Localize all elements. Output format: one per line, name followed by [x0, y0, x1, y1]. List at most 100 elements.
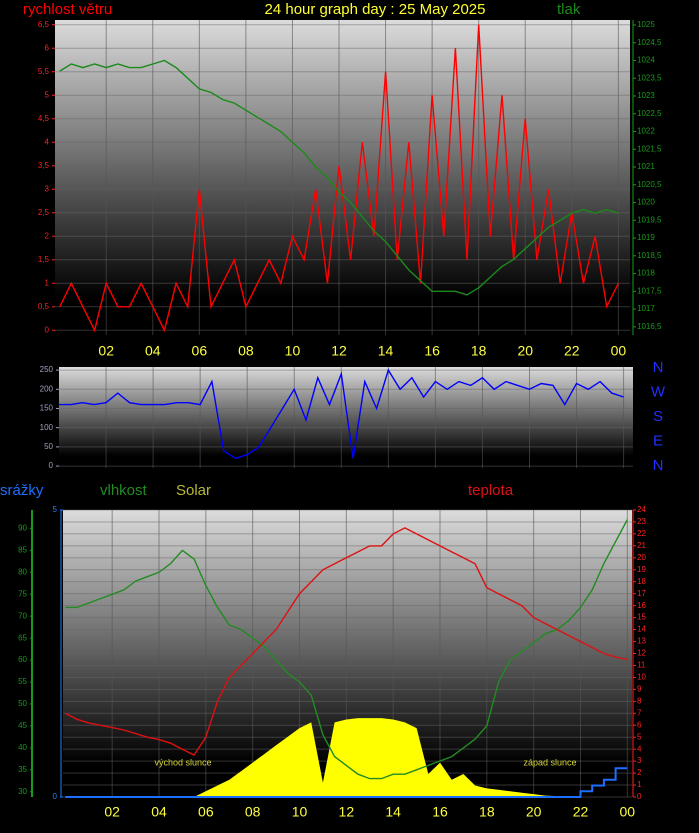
y2-tick-label: 20 [637, 553, 646, 562]
solar-area [65, 718, 628, 797]
y2-tick-label: 1019 [637, 233, 655, 242]
y2-tick-label: 6 [637, 720, 642, 729]
y-tick-label: 2 [45, 231, 50, 240]
y-tick-label: 6,5 [38, 20, 50, 29]
legend-label: srážky [0, 482, 44, 499]
y2-tick-label: 2 [637, 768, 642, 777]
y2-tick-label: 19 [637, 565, 646, 574]
y-tick-label: 0 [49, 461, 54, 470]
legend-label: vlhkost [100, 482, 148, 499]
y-tick-label: 65 [18, 633, 27, 642]
x-tick-label: 04 [151, 804, 167, 820]
y-tick-label: 100 [40, 423, 54, 432]
y2-tick-label: 4 [637, 744, 642, 753]
y2-tick-label: 1021,5 [637, 144, 662, 153]
y-tick-label: 35 [18, 765, 27, 774]
y-tick-label: 85 [18, 545, 27, 554]
y-tick-label: 6 [45, 43, 50, 52]
y-tick-label: 30 [18, 787, 27, 796]
plot-background [59, 367, 633, 468]
y-tick-label: 55 [18, 677, 27, 686]
y2-tick-label: 1024 [637, 56, 655, 65]
y-tick-label: 90 [18, 524, 27, 533]
x-tick-label: 20 [517, 343, 533, 359]
y2-tick-label: 1020,5 [637, 180, 662, 189]
legend-label: teplota [468, 482, 514, 499]
y2-tick-label: 1017,5 [637, 286, 662, 295]
y-tick-label: 0,5 [38, 302, 50, 311]
x-tick-label: 22 [573, 804, 589, 820]
x-tick-label: 14 [378, 343, 394, 359]
y-tick-label: 2,5 [38, 208, 50, 217]
compass-label: N [653, 359, 664, 376]
legend-label: Solar [176, 482, 211, 499]
x-tick-label: 18 [471, 343, 487, 359]
y-tick-label: 1 [45, 278, 50, 287]
y2-tick-label: 10 [637, 673, 646, 682]
y-tick-label: 3 [45, 184, 50, 193]
x-tick-label: 00 [611, 343, 627, 359]
series-line [59, 24, 620, 333]
y3-tick-label: 5 [53, 505, 58, 514]
y2-tick-label: 1022 [637, 127, 655, 136]
y-tick-label: 50 [44, 442, 53, 451]
chart-title: 24 hour graph day : 25 May 2025 [265, 1, 486, 18]
x-tick-label: 02 [104, 804, 120, 820]
x-tick-label: 14 [385, 804, 401, 820]
x-tick-label: 10 [292, 804, 308, 820]
series-line [65, 519, 628, 780]
y-tick-label: 4 [45, 137, 50, 146]
x-tick-label: 06 [198, 804, 214, 820]
legend-label: tlak [557, 1, 581, 18]
compass-label: W [651, 383, 666, 400]
y2-tick-label: 22 [637, 529, 646, 538]
y2-tick-label: 11 [637, 661, 646, 670]
y2-tick-label: 1016,5 [637, 322, 662, 331]
y-tick-label: 5 [45, 90, 50, 99]
y2-tick-label: 1025 [637, 20, 655, 29]
y2-tick-label: 1022,5 [637, 109, 662, 118]
y2-tick-label: 9 [637, 684, 642, 693]
y2-tick-label: 16 [637, 601, 646, 610]
y-tick-label: 80 [18, 567, 27, 576]
series-line [65, 767, 628, 798]
y-tick-label: 3,5 [38, 161, 50, 170]
y2-tick-label: 1019,5 [637, 215, 662, 224]
x-tick-label: 08 [238, 343, 254, 359]
x-tick-label: 16 [424, 343, 440, 359]
y2-tick-label: 1017 [637, 304, 655, 313]
compass-label: S [653, 408, 663, 425]
y2-tick-label: 15 [637, 613, 646, 622]
y-tick-label: 45 [18, 721, 27, 730]
plot-background [55, 20, 630, 335]
y2-tick-label: 24 [637, 505, 646, 514]
compass-label: N [653, 457, 664, 474]
x-tick-label: 02 [98, 343, 114, 359]
annotation: západ slunce [523, 757, 576, 767]
x-tick-label: 06 [192, 343, 208, 359]
y-tick-label: 40 [18, 743, 27, 752]
y2-tick-label: 1020 [637, 198, 655, 207]
y2-tick-label: 8 [637, 696, 642, 705]
y2-tick-label: 18 [637, 577, 646, 586]
y2-tick-label: 1021 [637, 162, 655, 171]
y-tick-label: 200 [40, 384, 54, 393]
y2-tick-label: 17 [637, 589, 646, 598]
y2-tick-label: 1023 [637, 91, 655, 100]
y-tick-label: 150 [40, 404, 54, 413]
y-tick-label: 75 [18, 589, 27, 598]
x-tick-label: 12 [331, 343, 347, 359]
y2-tick-label: 1 [637, 780, 642, 789]
legend-label: rychlost větru [23, 1, 112, 18]
y2-tick-label: 13 [637, 637, 646, 646]
y2-tick-label: 21 [637, 541, 646, 550]
y2-tick-label: 14 [637, 625, 646, 634]
y-tick-label: 4,5 [38, 114, 50, 123]
y-tick-label: 0 [45, 325, 50, 334]
y2-tick-label: 1018 [637, 269, 655, 278]
series-line [59, 368, 624, 460]
y2-tick-label: 1024,5 [637, 38, 662, 47]
y2-tick-label: 0 [637, 792, 642, 801]
x-tick-label: 20 [526, 804, 542, 820]
